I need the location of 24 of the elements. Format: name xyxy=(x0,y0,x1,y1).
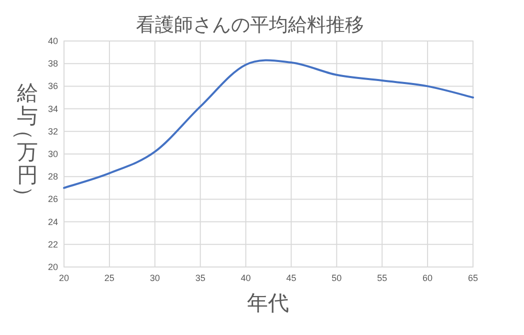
y-tick-label: 24 xyxy=(48,216,58,227)
x-tick-label: 55 xyxy=(377,273,388,283)
x-tick-label: 50 xyxy=(332,273,342,283)
x-axis-title: 年代 xyxy=(247,291,289,315)
x-tick-label: 40 xyxy=(240,273,251,283)
y-tick-label: 22 xyxy=(48,239,58,250)
y-tick-label: 40 xyxy=(48,36,58,46)
y-tick-label: 32 xyxy=(48,126,58,136)
y-tick-label: 36 xyxy=(48,81,58,92)
x-tick-label: 45 xyxy=(286,273,296,283)
x-tick-label: 30 xyxy=(150,273,160,283)
y-axis-title: 給与（万円） xyxy=(12,81,38,207)
y-tick-label: 20 xyxy=(48,262,58,272)
y-tick-label: 30 xyxy=(48,149,58,159)
y-tick-label: 34 xyxy=(48,104,58,114)
x-tick-label: 20 xyxy=(58,273,70,283)
x-tick-label: 25 xyxy=(104,273,114,283)
y-tick-label: 26 xyxy=(48,194,58,204)
x-tick-label: 65 xyxy=(468,273,478,283)
x-tick-label: 60 xyxy=(422,273,433,283)
chart-title: 看護師さんの平均給料推移 xyxy=(136,14,364,36)
x-tick-label: 35 xyxy=(195,273,206,283)
y-tick-label: 38 xyxy=(48,58,58,69)
y-tick-label: 28 xyxy=(48,172,58,182)
